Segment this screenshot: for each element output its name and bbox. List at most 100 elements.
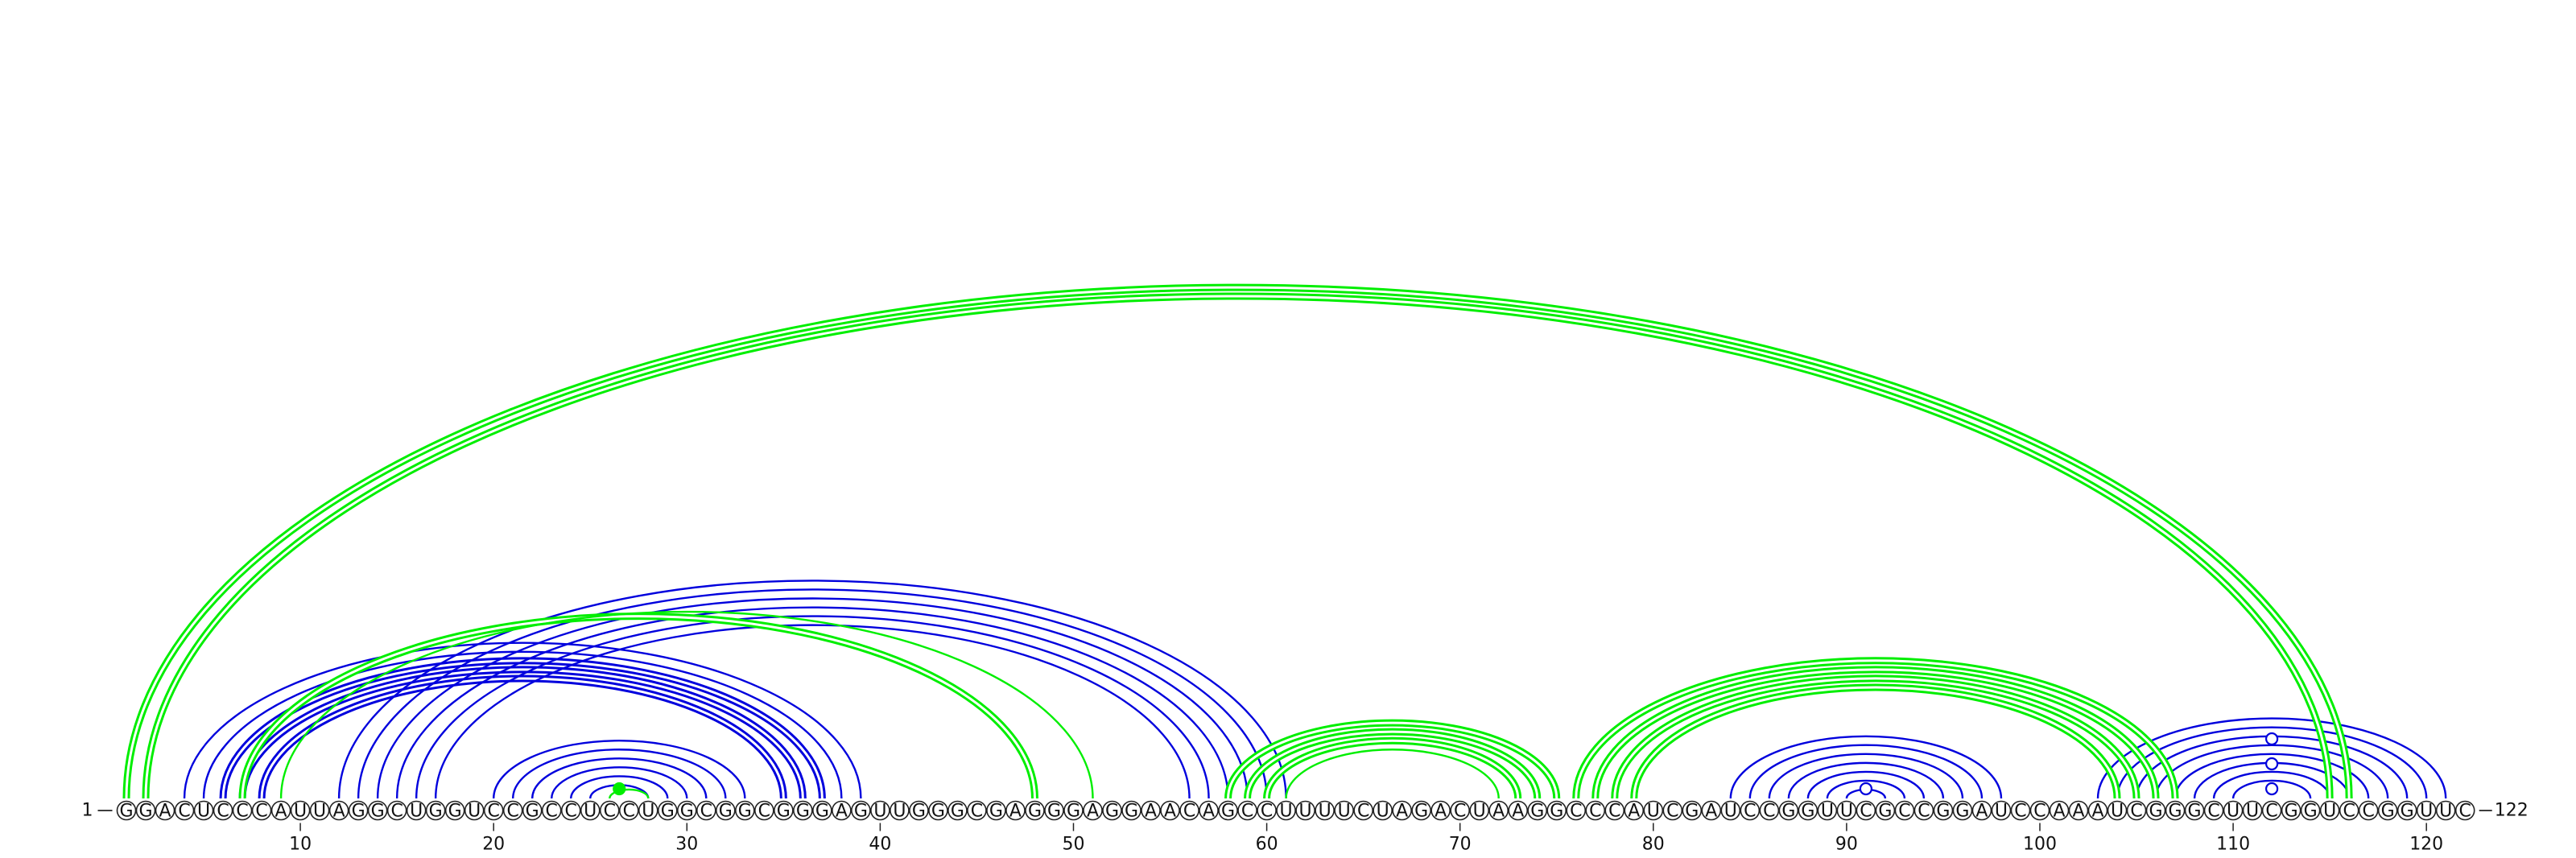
nucleotide: A xyxy=(270,800,291,822)
nucleotide: U xyxy=(1836,800,1857,822)
nucleotide: U xyxy=(1469,800,1489,822)
tick-label: 20 xyxy=(482,835,505,855)
nucleotide-circle xyxy=(2049,800,2070,821)
base-pair-arc xyxy=(570,775,669,799)
nucleotide: U xyxy=(1315,800,1335,822)
nucleotide: G xyxy=(735,800,755,822)
nucleotide: G xyxy=(2377,800,2398,822)
tick-label: 120 xyxy=(2409,835,2443,855)
nucleotide-letter: G xyxy=(1067,802,1080,822)
nucleotide-letter: C xyxy=(1860,802,1872,822)
nucleotide-letter: C xyxy=(1454,802,1466,822)
nucleotide-letter: C xyxy=(2265,802,2277,822)
nucleotide-letter: U xyxy=(1338,802,1351,822)
nucleotide-circle xyxy=(2319,800,2340,821)
base-pair-arc-gap xyxy=(125,286,2351,799)
nucleotide: G xyxy=(812,800,832,822)
nucleotide: C xyxy=(1257,800,1277,822)
nucleotide-letter: G xyxy=(1550,802,1563,822)
base-pair-arc xyxy=(1729,735,2003,799)
nucleotide: G xyxy=(1102,800,1122,822)
nucleotide-circle xyxy=(2454,800,2475,821)
base-pair-arc xyxy=(415,615,1210,799)
base-pair-arc-gap xyxy=(1613,677,2138,799)
nucleotide: U xyxy=(406,800,427,822)
nucleotide-circle xyxy=(213,800,233,821)
nucleotide-letter: C xyxy=(1357,802,1369,822)
nucleotide: U xyxy=(2435,800,2456,822)
nucleotide-circle xyxy=(309,800,330,821)
nucleotide-circle xyxy=(909,800,929,821)
tick-label: 40 xyxy=(869,835,891,855)
nucleotide-circle xyxy=(464,800,485,821)
nucleotide-letter: C xyxy=(2033,802,2046,822)
nucleotide: C xyxy=(386,800,407,822)
nucleotide: C xyxy=(213,800,233,822)
nucleotide-circle xyxy=(812,800,832,821)
nucleotide-letter: A xyxy=(2053,802,2065,822)
nucleotide-letter: G xyxy=(2381,802,2395,822)
nucleotide: A xyxy=(1199,800,1219,822)
nucleotide: G xyxy=(947,800,968,822)
nucleotide: U xyxy=(1720,800,1741,822)
nucleotide-circle xyxy=(1604,800,1625,821)
nucleotide: U xyxy=(1817,800,1838,822)
nucleotide-letter: C xyxy=(1744,802,1756,822)
nucleotide: G xyxy=(1121,800,1141,822)
nucleotide-circle xyxy=(1720,800,1741,821)
nucleotide-circle xyxy=(1334,800,1354,821)
base-pair-arc xyxy=(531,757,708,799)
backbone-layer: 1 122 xyxy=(82,801,2529,821)
nucleotide: C xyxy=(2126,800,2147,822)
nucleotide-letter: G xyxy=(371,802,385,822)
nucleotide-circle xyxy=(328,800,349,821)
nucleotide: G xyxy=(1527,800,1548,822)
nucleotide-circle xyxy=(1353,800,1373,821)
nucleotide: A xyxy=(1083,800,1103,822)
base-pair-arc xyxy=(122,283,2353,799)
nucleotide-circle xyxy=(832,800,852,821)
pair-marker xyxy=(2265,757,2279,771)
nucleotide-circle xyxy=(657,800,678,821)
nucleotide-letter: U xyxy=(1821,802,1834,822)
nucleotide-letter: C xyxy=(236,802,248,822)
nucleotide-circle xyxy=(348,800,369,821)
nucleotide: A xyxy=(328,800,349,822)
nucleotide-letter: G xyxy=(526,802,539,822)
base-pair-arc xyxy=(2174,753,2370,799)
nucleotide-letter: C xyxy=(2459,802,2471,822)
nucleotide-circle xyxy=(560,800,581,821)
nucleotide-circle xyxy=(1102,800,1122,821)
nucleotide-circle xyxy=(2029,800,2050,821)
nucleotide-circle xyxy=(2107,800,2128,821)
nucleotide-circle xyxy=(735,800,755,821)
nucleotide-letter: C xyxy=(2362,802,2374,822)
nucleotide-circle xyxy=(1315,800,1335,821)
nucleotide: G xyxy=(2300,800,2321,822)
nucleotide-letter: C xyxy=(1570,802,1582,822)
nucleotide: G xyxy=(1546,800,1567,822)
base-pair-arc xyxy=(183,641,862,799)
nucleotide-letter: U xyxy=(1280,802,1293,822)
nucleotide: G xyxy=(2184,800,2205,822)
nucleotide-letter: C xyxy=(2014,802,2026,822)
base-pair-arc xyxy=(1826,779,1906,799)
nucleotide: C xyxy=(2203,800,2224,822)
nucleotide-circle xyxy=(754,800,774,821)
nucleotide-circle xyxy=(1894,800,1915,821)
nucleotide-letter: C xyxy=(758,802,770,822)
nucleotide: C xyxy=(1179,800,1199,822)
nucleotide-circle xyxy=(1257,800,1277,821)
nucleotide: G xyxy=(1044,800,1064,822)
nucleotide: G xyxy=(928,800,948,822)
base-pair-arc-gap xyxy=(241,615,1036,799)
base-pair-arc xyxy=(2212,770,2331,799)
tick-label: 70 xyxy=(1449,835,1472,855)
base-pair-arc xyxy=(2116,726,2428,799)
nucleotide-circle xyxy=(599,800,620,821)
nucleotide-circle xyxy=(1373,800,1393,821)
base-pair-arc xyxy=(1787,761,1945,799)
nucleotide-letter: A xyxy=(1203,802,1215,822)
nucleotide-circle xyxy=(116,800,137,821)
nucleotide-letter: C xyxy=(255,802,267,822)
